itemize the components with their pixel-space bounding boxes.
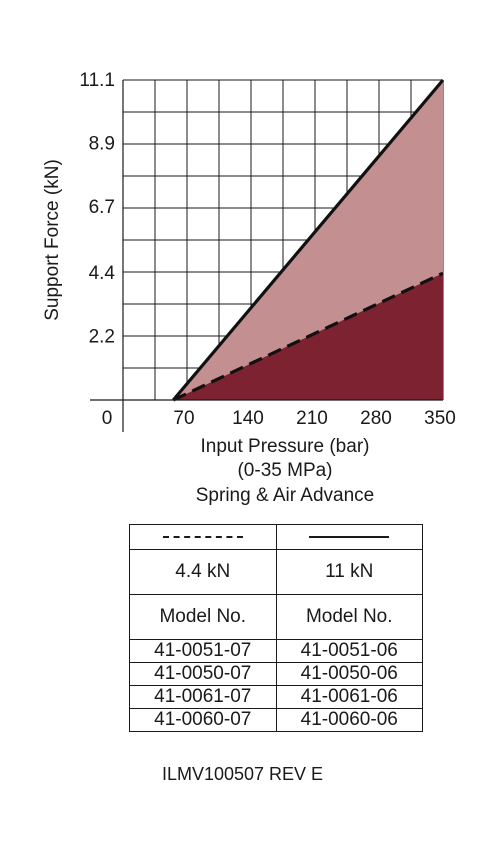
legend-row: [129, 524, 423, 550]
model-number: 41-0061-07: [129, 685, 277, 709]
column-header: Model No.: [275, 594, 423, 640]
model-number: 41-0050-06: [275, 662, 423, 686]
x-tick-label: 350: [424, 408, 456, 429]
x-tick-label: 70: [173, 408, 194, 429]
table-row: 41-0061-07 41-0061-06: [129, 685, 423, 709]
series-lines: [172, 78, 445, 402]
x-tick-labels: 0 70 140 210 280 350: [102, 408, 456, 429]
y-tick-label: 8.9: [89, 133, 115, 154]
model-number: 41-0060-07: [129, 708, 277, 732]
solid-line-swatch: [309, 535, 390, 538]
model-table: 4.4 kN 11 kN Model No. Model No. 41-0051…: [129, 524, 423, 732]
header-row: Model No. Model No.: [129, 594, 423, 640]
force-row: 4.4 kN 11 kN: [129, 549, 423, 595]
column-header: Model No.: [129, 594, 277, 640]
x-tick-label: 0: [102, 408, 113, 429]
y-tick-label: 6.7: [89, 197, 115, 218]
support-force-chart: 2.2 4.4 6.7 8.9 11.1 0 70 140 210 280 350 Support…: [42, 70, 456, 432]
x-tick-label: 280: [360, 408, 392, 429]
legend-solid: [275, 524, 423, 550]
model-number: 41-0050-07: [129, 662, 277, 686]
table-row: 41-0051-07 41-0051-06: [129, 639, 423, 663]
model-number: 41-0051-06: [275, 639, 423, 663]
force-value: 4.4 kN: [129, 549, 277, 595]
axes: [90, 80, 443, 432]
y-tick-labels: 2.2 4.4 6.7 8.9 11.1: [79, 70, 115, 348]
series-line-11kn: [172, 78, 445, 402]
force-value: 11 kN: [275, 549, 423, 595]
y-tick-label: 2.2: [89, 327, 115, 348]
y-tick-label: 11.1: [79, 70, 115, 91]
model-number: 41-0060-06: [275, 708, 423, 732]
model-number: 41-0051-07: [129, 639, 277, 663]
chart-subtitle: Spring & Air Advance: [195, 485, 375, 506]
x-axis-label: Input Pressure (bar): [200, 436, 370, 457]
model-number: 41-0061-06: [275, 685, 423, 709]
document-id: ILMV100507 REV E: [161, 764, 324, 784]
y-axis-label: Support Force (kN): [42, 159, 63, 321]
series-line-4-4kn: [172, 271, 444, 402]
x-tick-label: 140: [232, 408, 264, 429]
table-row: 41-0060-07 41-0060-06: [129, 708, 423, 732]
dashed-line-swatch: [162, 535, 243, 538]
x-axis-sublabel: (0-35 MPa): [237, 460, 333, 481]
table-row: 41-0050-07 41-0050-06: [129, 662, 423, 686]
y-tick-label: 4.4: [89, 263, 116, 284]
x-tick-label: 210: [296, 408, 328, 429]
legend-dashed: [129, 524, 277, 550]
